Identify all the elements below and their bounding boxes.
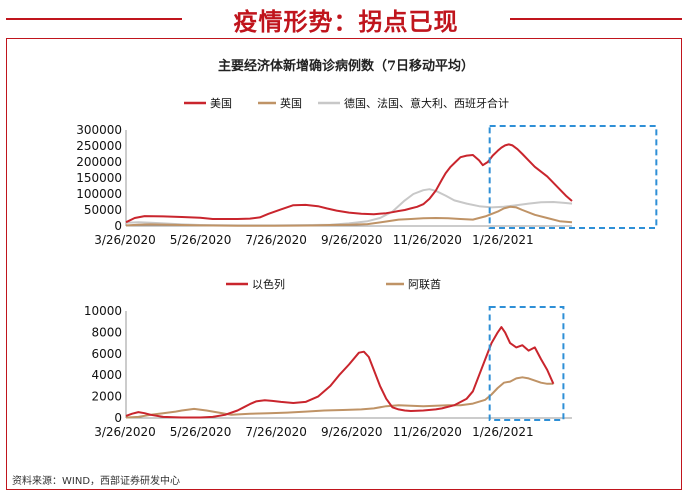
highlight-box-0 <box>488 125 658 229</box>
y-tick-label-0-2: 100000 <box>76 187 122 201</box>
series-line-0-0 <box>125 143 573 224</box>
y-tick-label-1-3: 6000 <box>91 347 122 361</box>
y-tick-label-1-5: 10000 <box>84 304 122 318</box>
y-tick-label-1-1: 2000 <box>91 390 122 404</box>
x-tick-label-0-3: 9/26/2020 <box>321 233 383 247</box>
highlight-box-1 <box>488 306 565 421</box>
legend-label-0-1: 英国 <box>280 96 302 110</box>
y-tick-label-0-6: 300000 <box>76 123 122 137</box>
x-tick-label-1-4: 11/26/2020 <box>393 425 462 439</box>
chart-title-top: 主要经济体新增确诊病例数（7日移动平均） <box>217 59 475 74</box>
title-rule-right <box>510 18 682 20</box>
legend-label-0-2: 德国、法国、意大利、西班牙合计 <box>344 96 509 110</box>
content-frame <box>6 38 682 490</box>
series-line-0-1 <box>125 205 573 227</box>
y-tick-label-1-0: 0 <box>114 411 122 425</box>
y-tick-label-1-2: 4000 <box>91 368 122 382</box>
page-title: 疫情形势：拐点已现 <box>233 7 459 36</box>
title-rule-left <box>6 18 182 20</box>
x-tick-label-0-5: 1/26/2021 <box>472 233 534 247</box>
x-tick-label-1-1: 5/26/2020 <box>170 425 232 439</box>
source-note: 资料来源：WIND，西部证券研发中心 <box>12 476 181 487</box>
legend-label-0-0: 美国 <box>210 97 232 110</box>
x-tick-label-1-0: 3/26/2020 <box>94 425 156 439</box>
series-line-1-0 <box>125 326 555 419</box>
x-tick-label-0-2: 7/26/2020 <box>245 233 307 247</box>
x-tick-label-1-3: 9/26/2020 <box>321 425 383 439</box>
y-tick-label-1-4: 8000 <box>91 325 122 339</box>
legend-label-1-1: 阿联酋 <box>408 277 441 291</box>
x-tick-label-1-5: 1/26/2021 <box>472 425 534 439</box>
y-tick-label-0-0: 0 <box>114 219 122 233</box>
y-tick-label-0-3: 150000 <box>76 171 122 185</box>
y-tick-label-0-1: 50000 <box>84 203 122 217</box>
legend-label-1-0: 以色列 <box>252 277 285 291</box>
x-tick-label-1-2: 7/26/2020 <box>245 425 307 439</box>
x-tick-label-0-1: 5/26/2020 <box>170 233 232 247</box>
y-tick-label-0-5: 250000 <box>76 139 122 153</box>
x-tick-label-0-4: 11/26/2020 <box>393 233 462 247</box>
y-tick-label-0-4: 200000 <box>76 155 122 169</box>
x-tick-label-0-0: 3/26/2020 <box>94 233 156 247</box>
